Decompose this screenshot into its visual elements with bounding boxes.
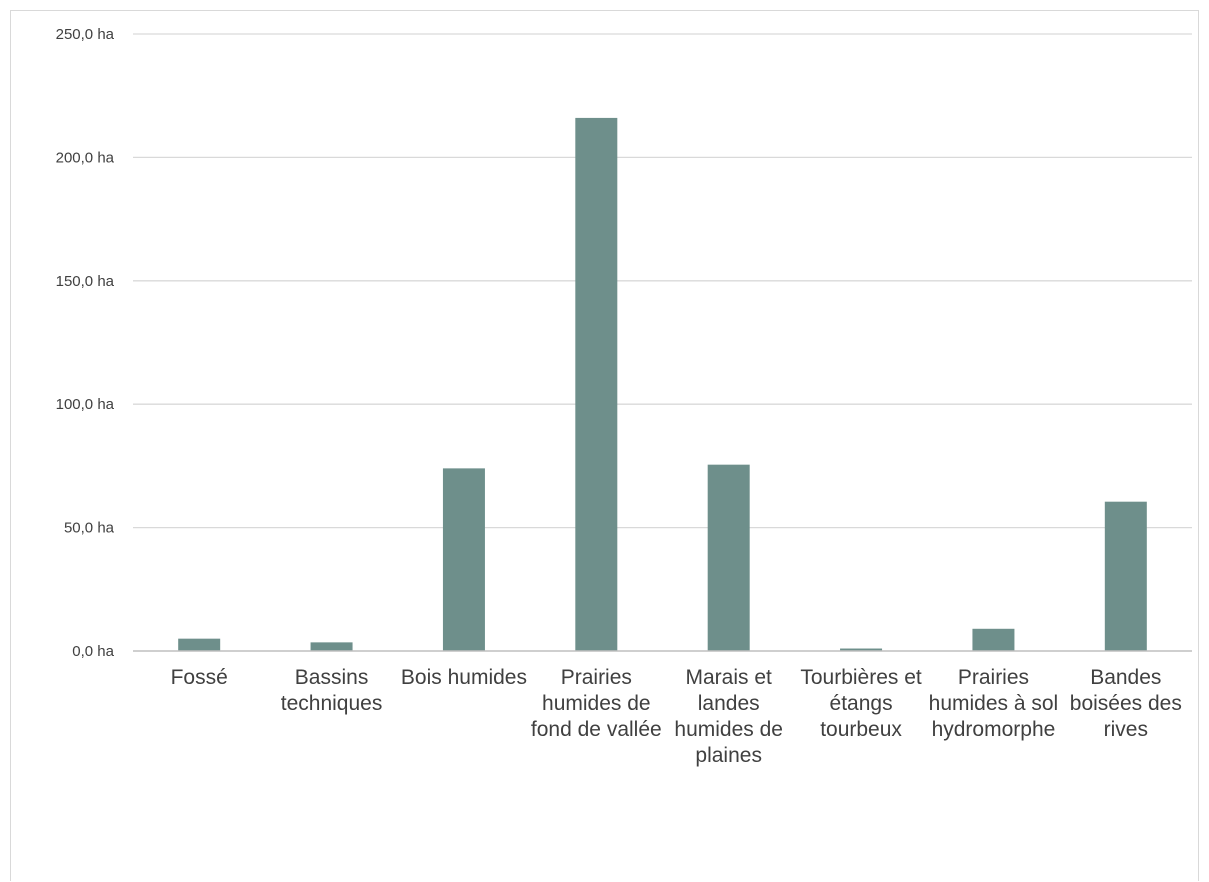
- bar: [310, 642, 353, 651]
- x-category-label: Prairies humides de fond de vallée: [531, 666, 662, 741]
- gridlines: [133, 33, 1192, 529]
- y-axis-ticks: 0,0 ha 50,0 ha 100,0 ha 150,0 ha 200,0 ha 250…: [56, 26, 115, 660]
- y-tick-label: 250,0 ha: [56, 26, 115, 43]
- x-category-label: Marais et landes humides de plaines: [674, 666, 783, 767]
- x-category-label: Bandes boisées des rives: [1070, 666, 1182, 741]
- y-tick-label: 200,0 ha: [56, 149, 115, 166]
- y-tick-label: 100,0 ha: [56, 396, 115, 413]
- x-category-label: Prairies humides à sol hydromorphe: [929, 666, 1059, 741]
- x-category-label: Bois humides: [401, 666, 527, 689]
- bars: [178, 117, 1147, 652]
- y-tick-label: 50,0 ha: [64, 520, 115, 537]
- x-category-label: Bassins techniques: [281, 666, 383, 715]
- x-category-label: Tourbières et étangs tourbeux: [800, 666, 922, 741]
- y-tick-label: 0,0 ha: [72, 643, 114, 660]
- chart-frame: 0,0 ha 50,0 ha 100,0 ha 150,0 ha 200,0 ha 250…: [10, 10, 1199, 881]
- bar: [575, 117, 618, 652]
- bar: [178, 638, 221, 651]
- bar: [840, 648, 883, 651]
- bar: [442, 468, 485, 651]
- bar-chart: 0,0 ha 50,0 ha 100,0 ha 150,0 ha 200,0 ha 250…: [56, 26, 1192, 767]
- y-tick-label: 150,0 ha: [56, 273, 115, 290]
- x-category-label: Fossé: [171, 666, 228, 689]
- bar: [1104, 501, 1147, 651]
- bar: [972, 628, 1015, 651]
- bar: [707, 464, 750, 651]
